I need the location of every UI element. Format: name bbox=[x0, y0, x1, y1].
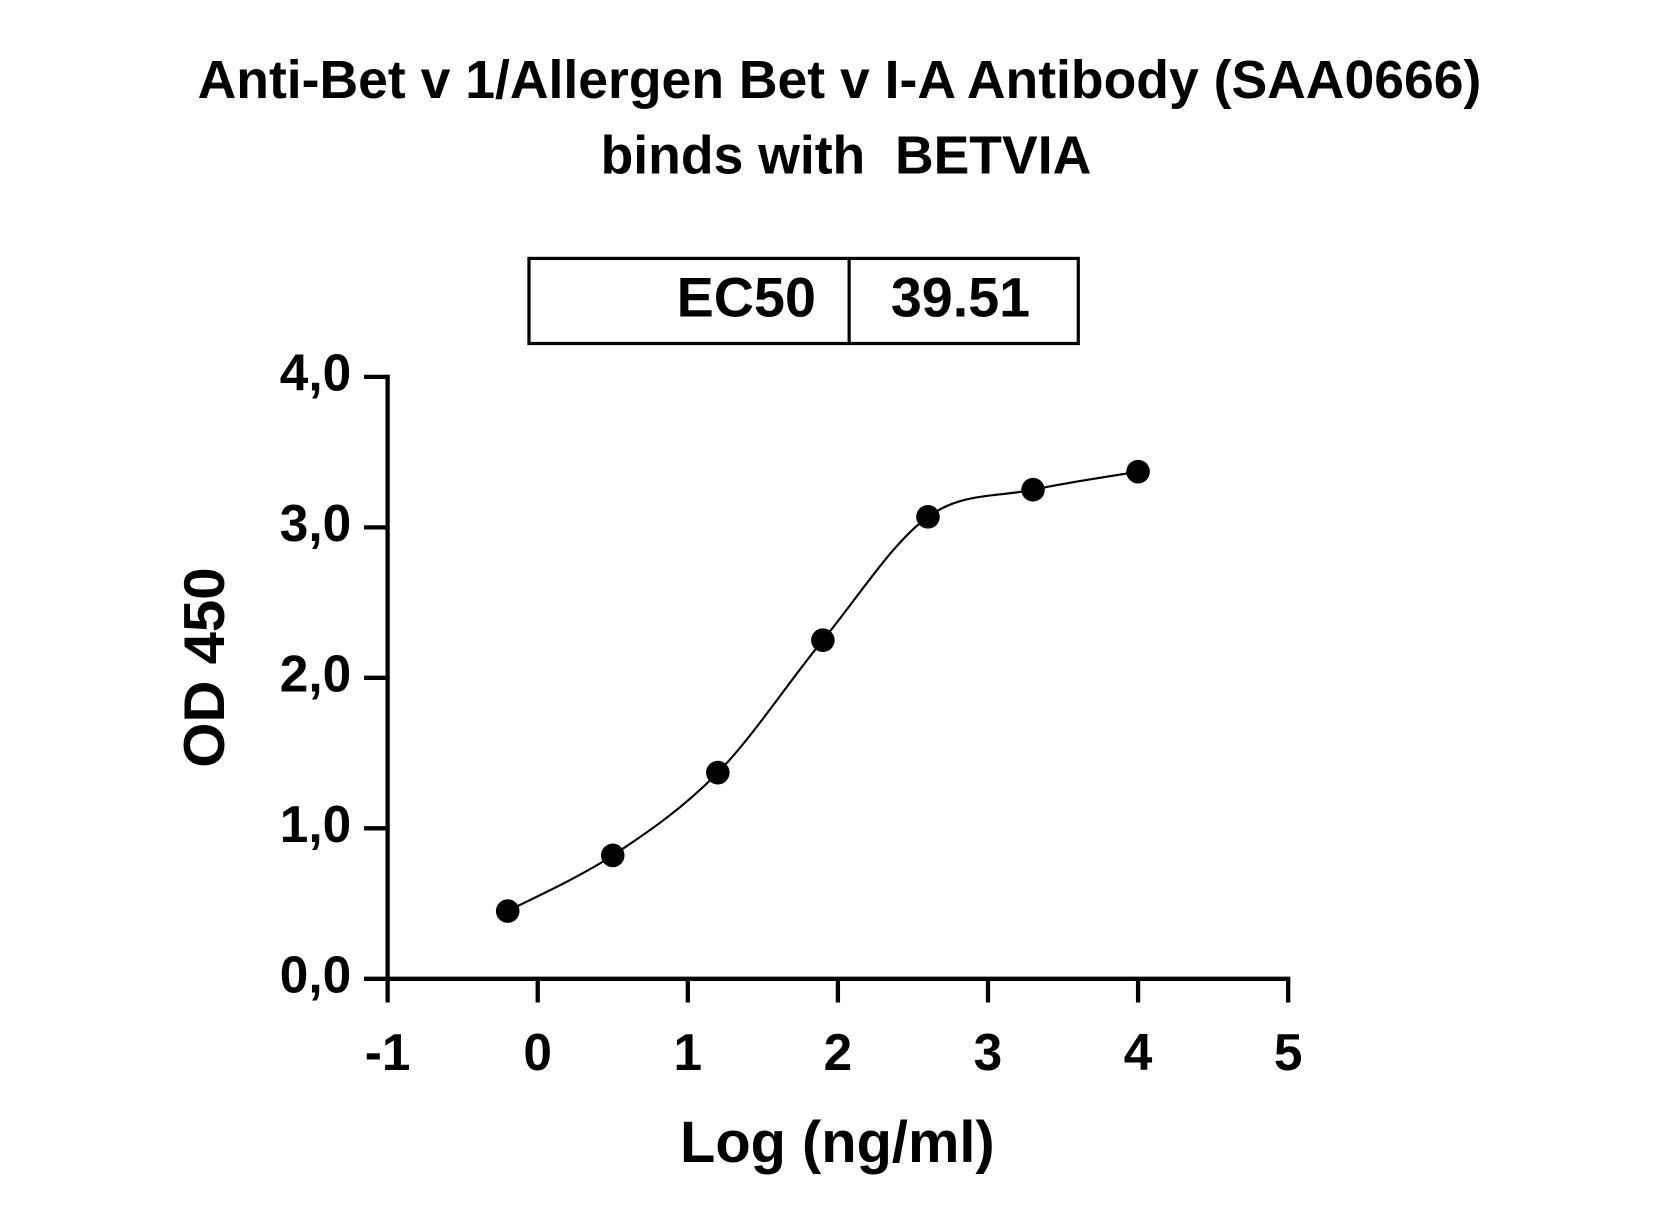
ec50-label: EC50 bbox=[677, 265, 816, 328]
data-point bbox=[916, 504, 940, 529]
y-tick-label: 0,0 bbox=[280, 945, 351, 1003]
x-axis-label: Log (ng/ml) bbox=[680, 1111, 995, 1175]
y-tick-label: 2,0 bbox=[280, 644, 351, 702]
y-tick-label: 3,0 bbox=[280, 494, 351, 552]
data-point bbox=[495, 899, 520, 923]
chart-title: Anti-Bet v 1/Allergen Bet v I-A Antibody… bbox=[198, 50, 1482, 110]
data-point bbox=[600, 843, 625, 868]
y-tick-label: 4,0 bbox=[280, 343, 351, 401]
data-point bbox=[706, 760, 730, 785]
y-axis-label: OD 450 bbox=[173, 567, 237, 767]
x-tick-label: 2 bbox=[824, 1023, 853, 1081]
x-tick-label: -1 bbox=[365, 1023, 411, 1081]
x-tick-label: 5 bbox=[1274, 1023, 1303, 1081]
y-tick-label: 1,0 bbox=[280, 795, 351, 853]
data-point bbox=[1126, 459, 1150, 484]
x-tick-label: 3 bbox=[974, 1023, 1003, 1081]
ec50-box bbox=[527, 256, 1080, 346]
x-tick-label: 0 bbox=[523, 1023, 552, 1081]
fit-curve bbox=[507, 470, 1139, 913]
x-tick-label: 1 bbox=[674, 1023, 703, 1081]
data-point bbox=[1021, 477, 1045, 502]
data-point bbox=[811, 628, 835, 653]
chart-subtitle: binds with BETVIA bbox=[601, 125, 1092, 185]
ec50-value: 39.51 bbox=[891, 265, 1030, 328]
x-tick-label: 4 bbox=[1124, 1023, 1153, 1081]
